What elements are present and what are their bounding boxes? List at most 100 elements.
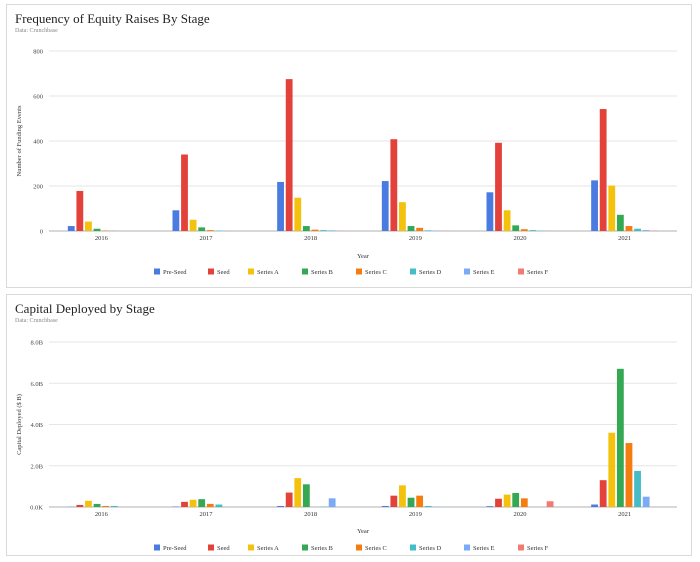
bar-seed-2021 xyxy=(599,109,607,231)
x-tick-label: 2016 xyxy=(95,511,109,518)
bar-series-a-2020 xyxy=(503,210,511,231)
bar-series-b-2021 xyxy=(616,214,624,231)
bar-pre-seed-2016 xyxy=(67,226,75,231)
legend-label-pre-seed: Pre-Seed xyxy=(163,545,187,552)
bar-series-a-2018 xyxy=(294,478,302,507)
bar-series-e-2018 xyxy=(328,230,336,231)
legend-swatch-series-a xyxy=(248,268,254,275)
bar-series-b-2016 xyxy=(93,503,101,507)
bar-series-b-2017 xyxy=(198,227,206,231)
legend-label-series-f: Series F xyxy=(527,269,549,276)
legend-label-series-c: Series C xyxy=(365,269,387,276)
legend-label-series-a: Series A xyxy=(257,269,279,276)
chart-subtitle: Data: Crunchbase xyxy=(15,28,58,34)
bar-pre-seed-2020 xyxy=(486,506,494,507)
bar-series-d-2021 xyxy=(634,470,641,507)
x-tick-label: 2016 xyxy=(95,235,109,242)
x-tick-label: 2020 xyxy=(514,235,527,242)
y-axis-label: Number of Funding Events xyxy=(16,105,23,176)
bar-series-c-2021 xyxy=(625,443,633,507)
bar-series-a-2021 xyxy=(608,185,616,231)
bar-series-c-2021 xyxy=(625,226,633,231)
legend-swatch-seed xyxy=(208,544,214,551)
bar-series-c-2020 xyxy=(520,498,528,507)
bar-seed-2019 xyxy=(390,495,398,507)
chart-subtitle: Data: Crunchbase xyxy=(15,318,58,324)
y-tick-label: 800 xyxy=(33,49,43,56)
bar-pre-seed-2017 xyxy=(172,210,180,231)
bar-pre-seed-2019 xyxy=(381,181,389,231)
x-axis-label: Year xyxy=(357,528,370,535)
legend-swatch-pre-seed xyxy=(154,544,160,551)
legend-swatch-series-f xyxy=(518,544,524,551)
bar-pre-seed-2021 xyxy=(591,504,598,507)
bar-seed-2021 xyxy=(599,480,607,507)
y-tick-label: 8.0B xyxy=(31,340,44,347)
chart-panel-funding-events: Frequency of Equity Raises By Stage Data… xyxy=(6,4,692,288)
bar-series-b-2019 xyxy=(407,497,415,507)
bar-series-b-2018 xyxy=(302,484,310,507)
bar-series-c-2017 xyxy=(206,503,214,507)
x-tick-label: 2018 xyxy=(304,511,317,518)
x-axis-label: Year xyxy=(357,253,370,260)
bar-pre-seed-2018 xyxy=(277,505,284,507)
bar-series-e-2021 xyxy=(642,496,650,507)
x-tick-label: 2019 xyxy=(409,511,422,518)
bar-pre-seed-2020 xyxy=(486,192,494,231)
bar-series-a-2021 xyxy=(608,432,616,507)
legend-swatch-pre-seed xyxy=(154,268,160,275)
bar-seed-2019 xyxy=(390,139,398,231)
bar-series-a-2016 xyxy=(85,221,92,231)
bar-series-a-2016 xyxy=(85,500,92,507)
bar-seed-2018 xyxy=(285,492,293,507)
legend-swatch-series-c xyxy=(356,544,362,551)
capital-deployed-chart-svg: 0.0K 2.0B 4.0B 6.0B 8.0B Capital Deployed ($ … xyxy=(16,340,677,552)
legend-swatch-series-e xyxy=(464,544,470,551)
legend-label-series-d: Series D xyxy=(419,269,442,276)
legend-swatch-series-a xyxy=(248,544,254,551)
bar-series-d-2017 xyxy=(215,504,223,507)
bar-pre-seed-2019 xyxy=(381,505,389,507)
bar-seed-2017 xyxy=(181,154,188,231)
y-tick-label: 0.0K xyxy=(30,505,43,512)
bar-series-f-2020 xyxy=(546,501,554,507)
bar-series-a-2017 xyxy=(189,219,197,231)
x-tick-label: 2017 xyxy=(200,235,214,242)
bar-seed-2020 xyxy=(495,142,502,231)
bar-series-b-2016 xyxy=(93,228,101,231)
legend-swatch-series-d xyxy=(410,544,416,551)
bar-seed-2018 xyxy=(285,79,293,231)
bar-series-d-2018 xyxy=(320,230,327,231)
legend-swatch-series-e xyxy=(464,268,470,275)
bar-series-a-2020 xyxy=(503,494,511,507)
legend-label-series-b: Series B xyxy=(311,269,334,276)
legend-swatch-series-f xyxy=(518,268,524,275)
bar-series-d-2020 xyxy=(529,230,537,231)
x-tick-label: 2018 xyxy=(304,235,317,242)
legend-swatch-seed xyxy=(208,268,214,275)
x-tick-label: 2019 xyxy=(409,235,422,242)
y-tick-label: 0 xyxy=(40,229,43,236)
bar-series-a-2017 xyxy=(189,499,197,507)
bar-series-c-2019 xyxy=(416,495,424,507)
bar-series-a-2019 xyxy=(399,485,406,507)
legend-label-series-a: Series A xyxy=(257,545,279,552)
legend-label-series-e: Series E xyxy=(473,269,495,276)
legend-label-series-d: Series D xyxy=(419,545,442,552)
bar-seed-2016 xyxy=(76,190,84,231)
bar-series-d-2019 xyxy=(424,230,432,231)
y-tick-label: 2.0B xyxy=(31,463,44,470)
bar-series-c-2016 xyxy=(102,505,110,507)
y-tick-label: 400 xyxy=(33,139,43,146)
y-tick-label: 600 xyxy=(33,94,43,101)
y-axis-label: Capital Deployed ($ B) xyxy=(16,394,23,455)
legend-label-series-f: Series F xyxy=(527,545,549,552)
bar-series-d-2021 xyxy=(634,228,641,231)
legend-label-series-e: Series E xyxy=(473,545,495,552)
x-tick-label: 2021 xyxy=(618,511,631,518)
x-tick-label: 2021 xyxy=(618,235,631,242)
x-tick-label: 2017 xyxy=(200,511,214,518)
chart-title: Capital Deployed by Stage xyxy=(15,301,155,316)
bar-seed-2020 xyxy=(495,498,502,507)
bar-series-c-2018 xyxy=(311,229,319,231)
